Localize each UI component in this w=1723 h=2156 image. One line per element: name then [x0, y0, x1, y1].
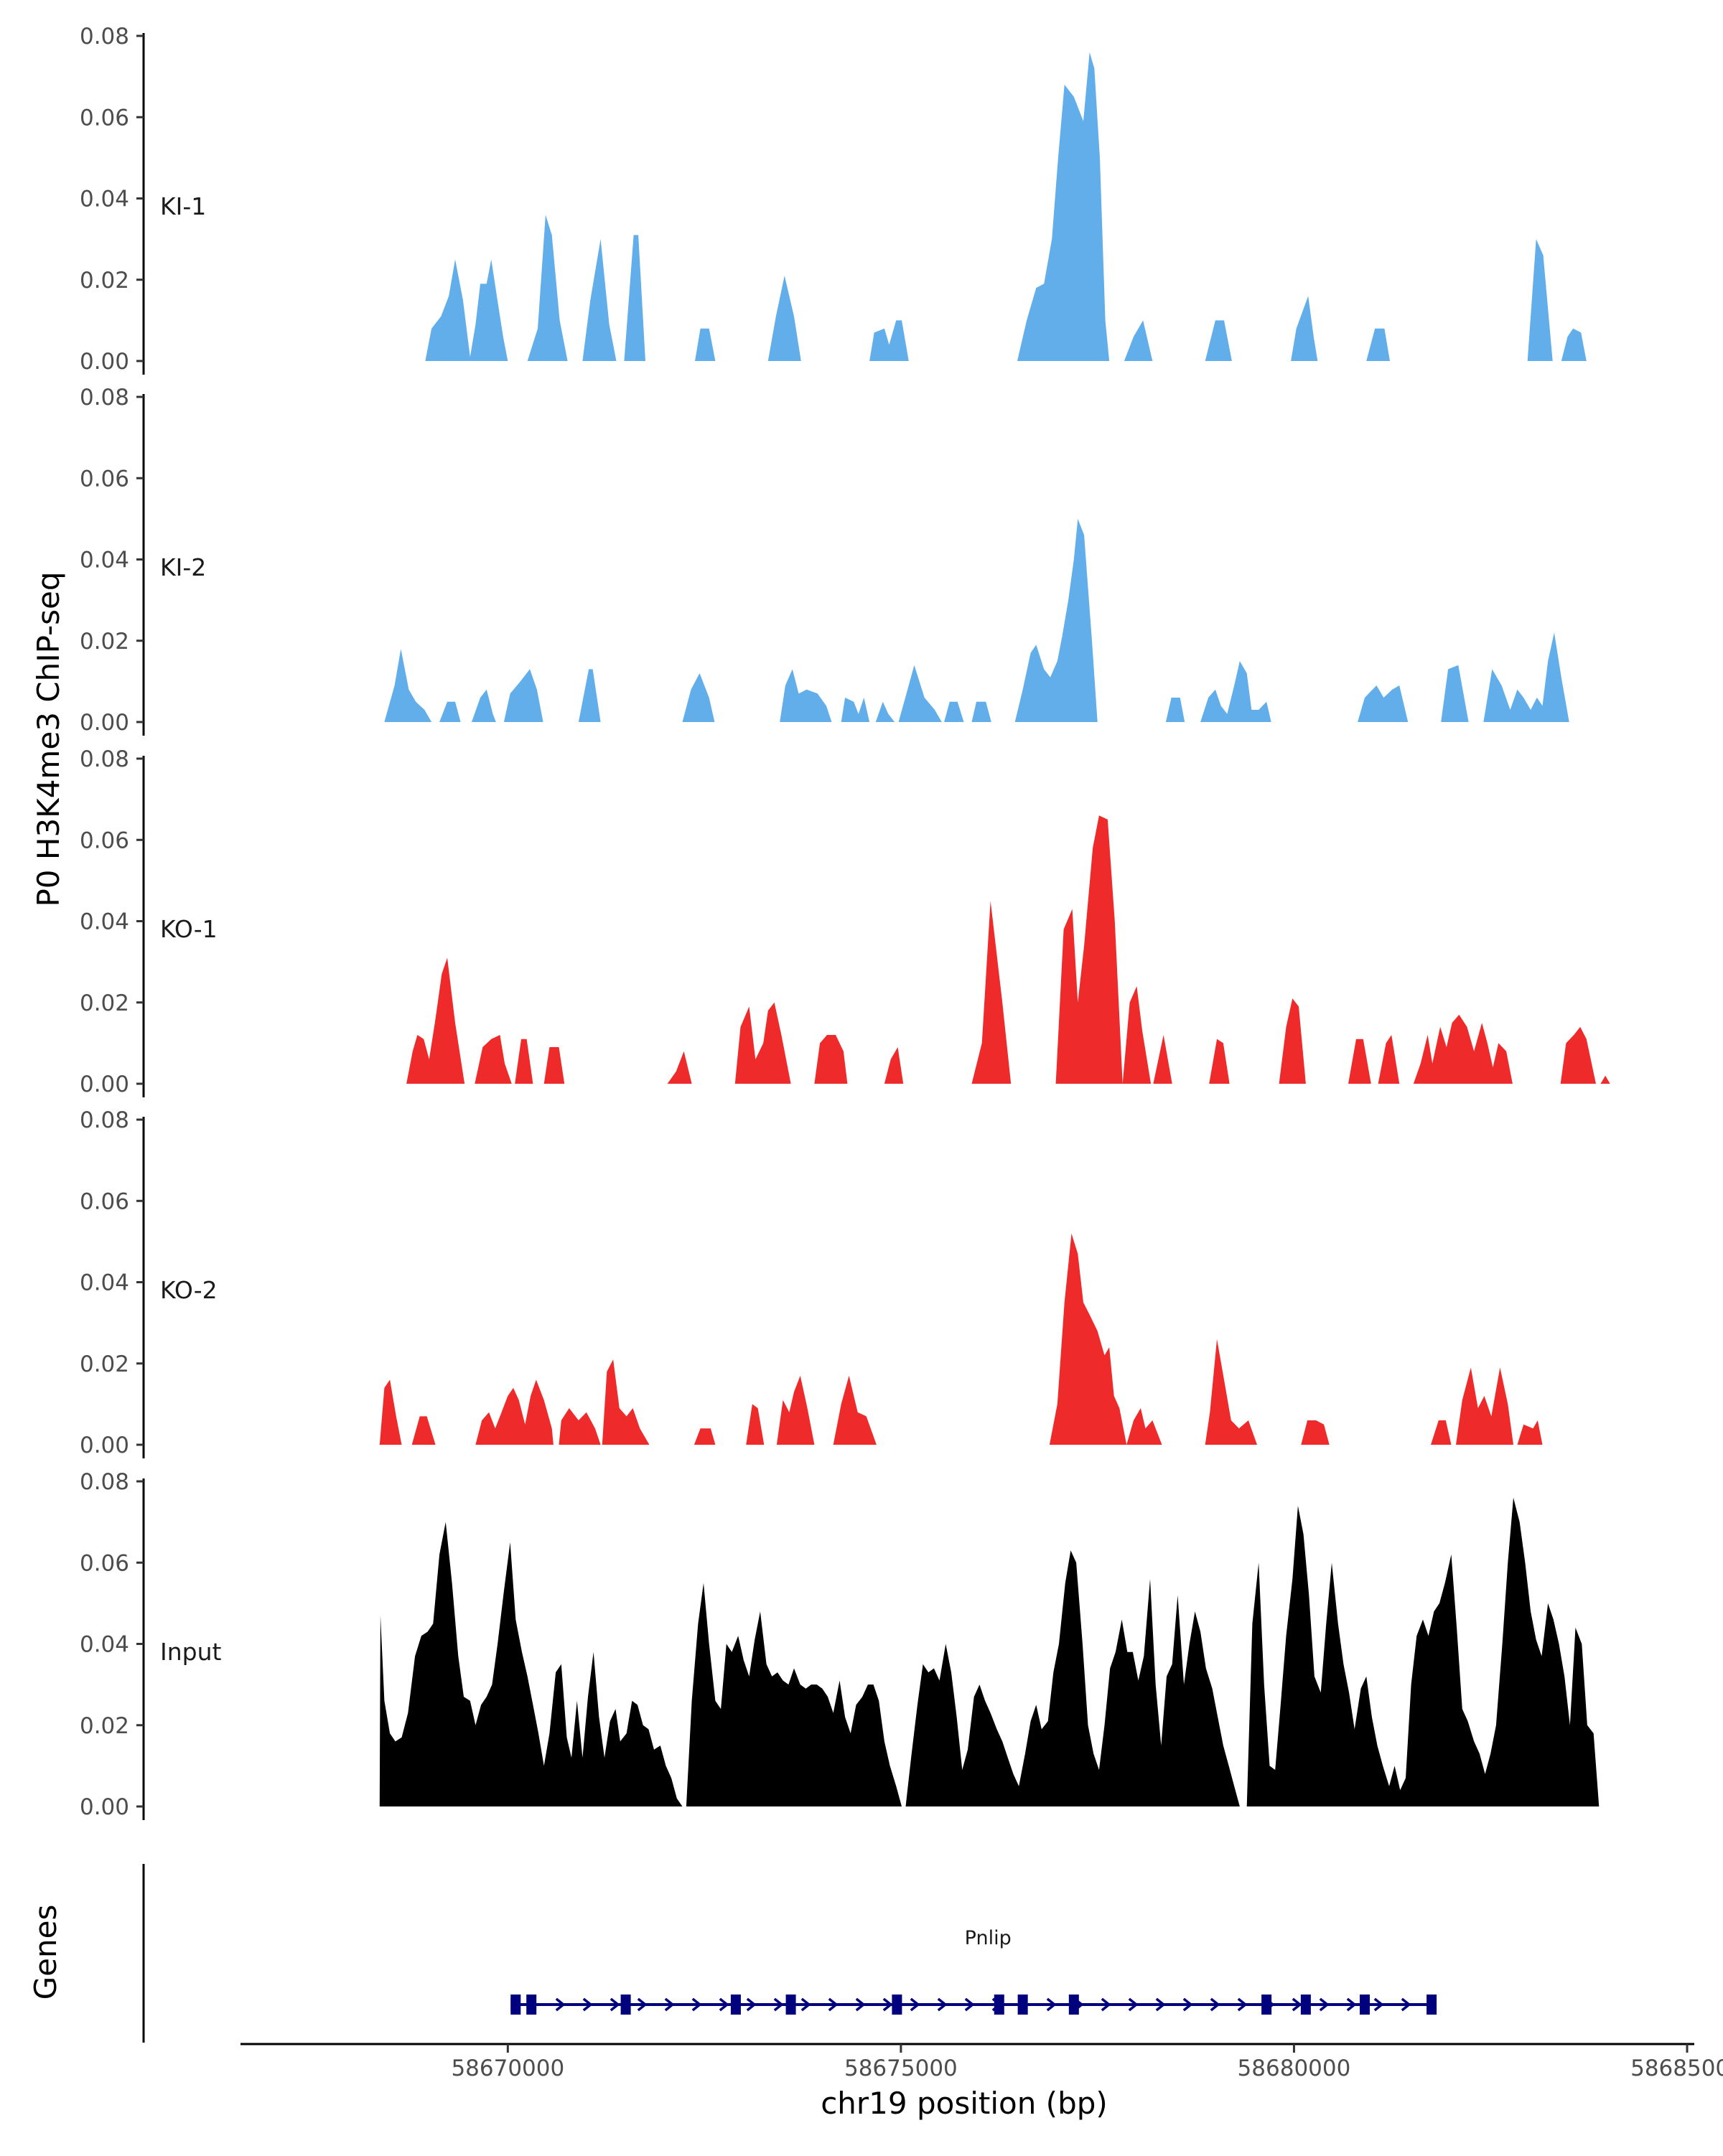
- strand-arrow-icon: [773, 1997, 784, 2012]
- genes-track-title: Genes: [28, 1905, 63, 2000]
- strand-arrow-icon: [719, 1997, 729, 2012]
- y-tick-label: 0.02: [80, 1351, 129, 1377]
- x-tick-label: 58670000: [451, 2056, 564, 2081]
- exon-block: [1300, 1995, 1311, 2015]
- track-label: KO-2: [160, 1276, 218, 1304]
- exon-block: [1068, 1995, 1079, 2015]
- y-tick-label: 0.06: [80, 1189, 129, 1214]
- exon-block: [1017, 1995, 1028, 2015]
- strand-arrow-icon: [964, 1997, 975, 2012]
- strand-arrow-icon: [882, 1997, 893, 2012]
- y-tick-label: 0.00: [80, 1794, 129, 1820]
- y-tick-label: 0.06: [80, 105, 129, 131]
- signal-area-ki-1: [425, 52, 1587, 361]
- strand-arrow-icon: [582, 1997, 593, 2012]
- exon-block: [620, 1995, 631, 2015]
- exon-block: [730, 1995, 741, 2015]
- track-ko-1: 0.00 0.02 0.04 0.06 0.08 KO-1: [80, 746, 1610, 1097]
- y-tick-label: 0.00: [80, 1072, 129, 1097]
- strand-arrow-icon: [1373, 1997, 1384, 2012]
- strand-arrow-icon: [637, 1997, 648, 2012]
- strand-arrow-icon: [1346, 1997, 1357, 2012]
- strand-arrow-icon: [1210, 1997, 1220, 2012]
- signal-area-ko-2: [379, 1233, 1543, 1445]
- y-tick-label: 0.04: [80, 909, 129, 935]
- exon-block: [526, 1995, 537, 2015]
- y-tick-label: 0.02: [80, 268, 129, 294]
- gene-name-label: Pnlip: [965, 1927, 1012, 1949]
- exon-block: [785, 1995, 796, 2015]
- strand-arrow-icon: [1046, 1997, 1057, 2012]
- strand-arrow-icon: [1155, 1997, 1166, 2012]
- y-tick-label: 0.04: [80, 1270, 129, 1296]
- track-label: KO-1: [160, 915, 218, 943]
- strand-arrow-icon: [1128, 1997, 1139, 2012]
- y-tick-label: 0.06: [80, 1550, 129, 1576]
- strand-arrow-icon: [1401, 1997, 1411, 2012]
- exon-block: [892, 1995, 902, 2015]
- strand-arrow-icon: [1292, 1997, 1302, 2012]
- y-tick-label: 0.02: [80, 629, 129, 655]
- y-tick-label: 0.06: [80, 466, 129, 492]
- strand-arrow-icon: [1101, 1997, 1111, 2012]
- signal-area-input: [379, 1497, 1600, 1806]
- strand-arrow-icon: [828, 1997, 839, 2012]
- y-tick-label: 0.00: [80, 349, 129, 375]
- signal-area-ko-1: [406, 815, 1610, 1084]
- strand-arrow-icon: [800, 1997, 811, 2012]
- x-axis: 58670000 58675000 58680000 58685000: [241, 2043, 1723, 2081]
- strand-arrow-icon: [937, 1997, 948, 2012]
- signal-area-ki-2: [384, 518, 1569, 722]
- y-tick-label: 0.08: [80, 1107, 129, 1133]
- gene-track: Pnlip: [142, 1864, 1437, 2043]
- y-tick-label: 0.02: [80, 1713, 129, 1739]
- exon-block: [1427, 1995, 1437, 2015]
- strand-arrow-icon: [1182, 1997, 1193, 2012]
- y-tick-label: 0.04: [80, 187, 129, 212]
- y-tick-label: 0.08: [80, 746, 129, 772]
- strand-arrow-icon: [1237, 1997, 1248, 2012]
- x-tick-label: 58680000: [1238, 2056, 1351, 2081]
- y-tick-label: 0.06: [80, 828, 129, 853]
- x-tick-label: 58685000: [1630, 2056, 1723, 2081]
- track-label: Input: [160, 1638, 222, 1666]
- y-tick-label: 0.04: [80, 548, 129, 573]
- track-ki-2: 0.00 0.02 0.04 0.06 0.08 KI-2: [80, 385, 1569, 736]
- track-ki-1: 0.00 0.02 0.04 0.06 0.08 KI-1: [80, 24, 1587, 375]
- exon-block: [1261, 1995, 1272, 2015]
- y-tick-label: 0.08: [80, 24, 129, 50]
- track-input: 0.00 0.02 0.04 0.06 0.08 Input: [80, 1469, 1600, 1820]
- y-axis-title: P0 H3K4me3 ChIP-seq: [31, 571, 66, 906]
- y-tick-label: 0.08: [80, 385, 129, 411]
- y-tick-label: 0.00: [80, 710, 129, 736]
- strand-arrow-icon: [610, 1997, 620, 2012]
- tracks-layer: 0.00 0.02 0.04 0.06 0.08 KI-1 0.00 0.02 0.04 0.06…: [80, 24, 1610, 1820]
- strand-arrow-icon: [664, 1997, 675, 2012]
- exon-block: [1360, 1995, 1371, 2015]
- y-tick-label: 0.02: [80, 990, 129, 1016]
- track-ko-2: 0.00 0.02 0.04 0.06 0.08 KO-2: [80, 1107, 1543, 1458]
- strand-arrow-icon: [910, 1997, 920, 2012]
- x-tick-label: 58675000: [844, 2056, 958, 2081]
- track-label: KI-2: [160, 553, 206, 581]
- x-axis-title: chr19 position (bp): [821, 2086, 1108, 2121]
- strand-arrow-icon: [746, 1997, 757, 2012]
- y-tick-label: 0.00: [80, 1433, 129, 1458]
- y-tick-label: 0.04: [80, 1632, 129, 1658]
- strand-arrow-icon: [691, 1997, 702, 2012]
- strand-arrow-icon: [555, 1997, 566, 2012]
- exon-block: [510, 1995, 521, 2015]
- exon-block: [994, 1995, 1004, 2015]
- track-label: KI-1: [160, 192, 206, 220]
- y-tick-label: 0.08: [80, 1469, 129, 1495]
- strand-arrow-icon: [1319, 1997, 1330, 2012]
- strand-arrow-icon: [855, 1997, 866, 2012]
